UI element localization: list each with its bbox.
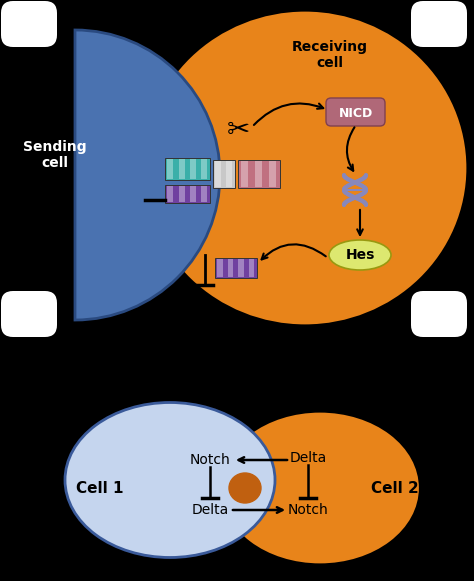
Text: NICD: NICD [339,106,373,120]
Text: Delta: Delta [289,451,327,465]
Text: Delta: Delta [191,503,228,517]
Bar [165,185,210,203]
Bar [241,161,248,187]
Text: Sending
cell: Sending cell [23,140,87,170]
Bar [238,259,244,277]
Ellipse shape [229,473,261,503]
Bar [238,160,280,188]
Bar [228,259,233,277]
Bar [201,159,207,179]
Text: ✂: ✂ [227,116,250,144]
Bar [167,186,173,202]
Bar [217,259,223,277]
Text: Receiving
cell: Receiving cell [292,40,368,70]
Bar [190,159,196,179]
Bar [179,186,185,202]
Ellipse shape [222,414,418,562]
FancyBboxPatch shape [1,291,57,337]
Bar [167,159,173,179]
Bar [165,158,210,180]
Bar [190,186,196,202]
FancyBboxPatch shape [326,98,385,126]
FancyBboxPatch shape [411,291,467,337]
Bar [226,161,232,187]
Text: Notch: Notch [190,453,230,467]
FancyBboxPatch shape [411,1,467,47]
Text: Notch: Notch [288,503,328,517]
Bar [215,258,257,278]
Bar [215,161,221,187]
Bar [269,161,276,187]
Ellipse shape [145,13,465,323]
Text: Cell 2: Cell 2 [371,480,419,496]
Ellipse shape [65,403,275,558]
Bar [179,159,185,179]
Text: Cell 1: Cell 1 [76,480,124,496]
Bar [248,259,255,277]
Text: Hes: Hes [346,248,374,262]
Wedge shape [75,30,220,320]
Bar [201,186,207,202]
FancyBboxPatch shape [1,1,57,47]
Bar [213,160,235,188]
Bar [255,161,263,187]
Ellipse shape [329,240,391,270]
